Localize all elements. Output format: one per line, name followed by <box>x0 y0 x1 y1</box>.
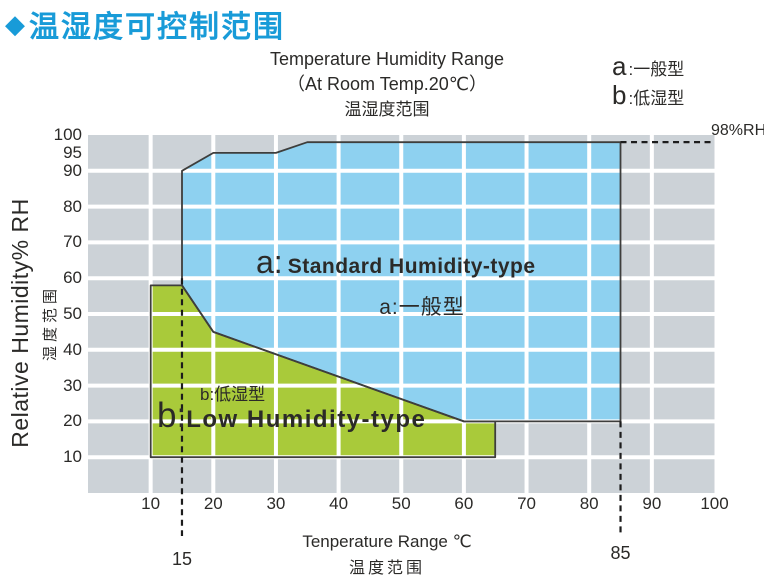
chart-title-block: Temperature Humidity Range （At Room Temp… <box>187 47 587 122</box>
x-axis-title-zh: 温度范围 <box>348 560 425 575</box>
y-tick-label: 50 <box>63 304 82 323</box>
y-tick-label: 30 <box>63 375 82 395</box>
page-title-text: 温湿度可控制范围 <box>29 11 285 44</box>
annotation-temp-15: 15 <box>171 549 192 569</box>
y-tick-label: 95 <box>63 142 82 162</box>
region-b-outline <box>149 284 497 459</box>
x-tick-label: 80 <box>579 494 599 513</box>
chart-title-en: Temperature Humidity Range <box>269 49 505 69</box>
x-tick-label: 30 <box>266 494 286 513</box>
legend-key-a: a <box>612 51 627 81</box>
x-tick-label: 50 <box>391 494 411 513</box>
region-a-label: a: Standard Humidity-type <box>256 244 536 281</box>
y-tick-label: 40 <box>63 339 82 359</box>
x-tick-label: 10 <box>141 494 161 513</box>
y-tick-label: 100 <box>53 125 82 144</box>
legend-label-a: :一般型 <box>628 60 685 79</box>
region-a-label-zh: a:一般型 <box>379 296 465 319</box>
legend-key-b: b <box>612 80 627 110</box>
page-title: ◆ 温湿度可控制范围 <box>5 2 285 46</box>
region-a-text: Standard Humidity-type <box>287 255 536 278</box>
annotation-temp-85: 85 <box>610 543 631 563</box>
x-tick-label: 90 <box>642 494 662 513</box>
x-tick-label: 70 <box>517 494 536 513</box>
y-tick-label: 20 <box>63 411 82 431</box>
region-a-key: a: <box>256 244 283 280</box>
y-tick-label: 80 <box>63 196 82 216</box>
x-tick-label: 40 <box>329 494 349 513</box>
chart-legend: a :一般型 b :低湿型 <box>612 53 684 111</box>
region-b-text: Low Humidity-type <box>186 406 427 433</box>
y-tick-label: 90 <box>63 160 82 180</box>
x-tick-label: 60 <box>454 494 474 513</box>
legend-item-a: a :一般型 <box>612 53 684 82</box>
legend-label-b: :低湿型 <box>628 89 685 108</box>
region-b-label: b: Low Humidity-type <box>157 396 426 436</box>
region-b-label-zh: b:低湿型 <box>200 385 266 404</box>
legend-item-b: b :低湿型 <box>612 82 684 111</box>
x-tick-label: 20 <box>203 494 223 513</box>
y-axis-title-en: Relative Humidity% RH <box>7 198 33 448</box>
y-axis-title-zh: 湿度范围 <box>42 285 59 362</box>
y-tick-label: 60 <box>63 268 82 288</box>
y-tick-label: 70 <box>63 232 82 252</box>
y-tick-label: 10 <box>63 447 82 467</box>
x-axis-title-en: Tenperature Range ℃ <box>302 532 472 551</box>
region-b-key: b: <box>157 396 187 435</box>
diamond-bullet-icon: ◆ <box>5 8 27 39</box>
chart-title-condition: （At Room Temp.20℃） <box>287 74 487 94</box>
chart-title-zh: 温湿度范围 <box>344 100 430 119</box>
annotation-98-rh: 98%RH <box>711 122 764 139</box>
x-tick-label: 100 <box>700 494 729 513</box>
